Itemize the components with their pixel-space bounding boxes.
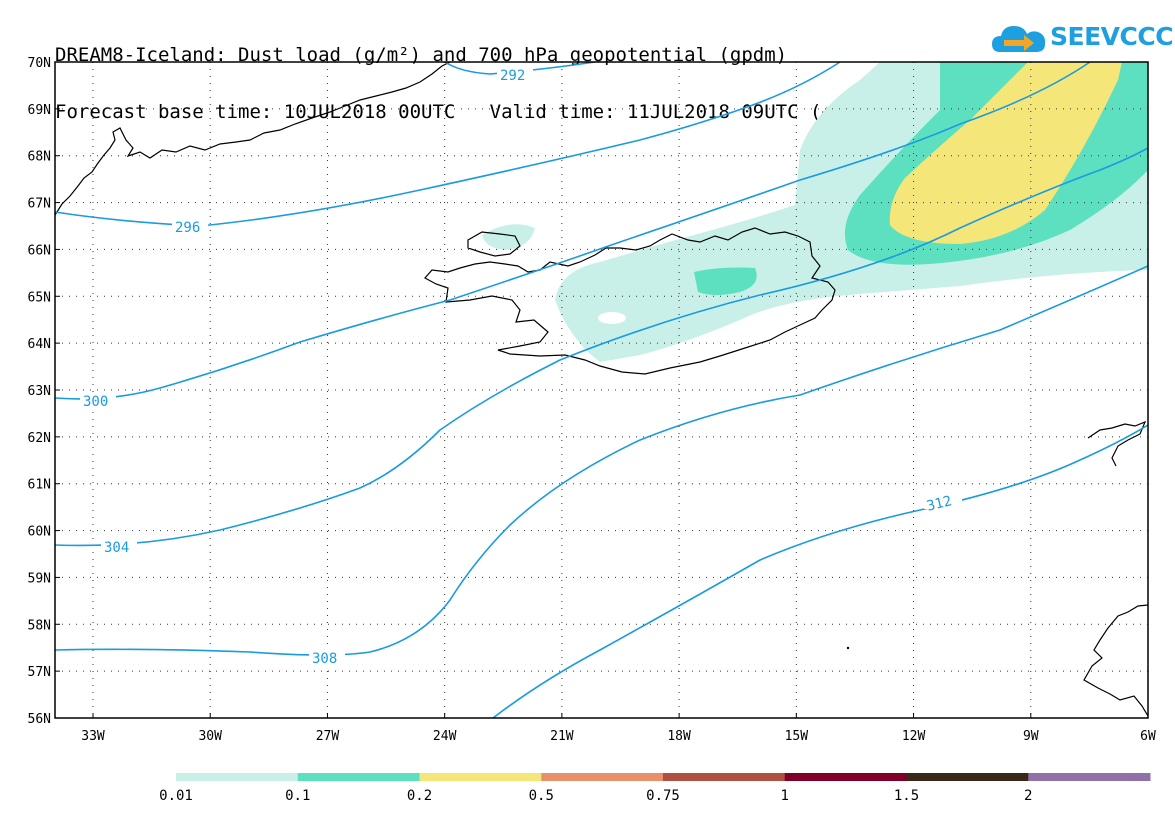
lat-label: 58N — [28, 618, 51, 633]
contour-304 — [54, 147, 1149, 547]
colorbar-label: 0.2 — [407, 788, 432, 804]
dust-shading — [482, 62, 1148, 362]
lon-label: 9W — [1023, 729, 1039, 744]
lon-label: 6W — [1140, 729, 1156, 744]
lat-label: 56N — [28, 712, 51, 727]
dust-level-0.2 — [889, 62, 1122, 244]
colorbar-swatch — [176, 773, 299, 781]
colorbar-label: 1.5 — [894, 788, 919, 804]
colorbar-label: 0.75 — [646, 788, 680, 804]
contour-296 — [54, 61, 841, 227]
contour-label-304: 304 — [104, 540, 129, 556]
iceland-coast — [424, 227, 836, 375]
lat-label: 68N — [28, 150, 51, 165]
colorbar-swatch — [419, 773, 542, 781]
graticule — [55, 62, 1148, 718]
lon-label: 15W — [785, 729, 809, 744]
lat-label: 65N — [28, 290, 51, 305]
lon-label: 27W — [316, 729, 340, 744]
contour-label-292: 292 — [500, 68, 525, 84]
contour-labels: 292 296 300 304 308 312 — [80, 66, 962, 667]
lon-label: 33W — [81, 729, 105, 744]
lat-label: 60N — [28, 525, 51, 540]
lon-label: 18W — [667, 729, 691, 744]
lon-label: 30W — [198, 729, 222, 744]
map-title: DREAM8-Iceland: Dust load (g/m²) and 700… — [55, 44, 788, 66]
colorbar-swatch — [297, 773, 420, 781]
lon-label: 24W — [433, 729, 457, 744]
contour-label-308: 308 — [312, 651, 337, 667]
colorbar-swatch — [541, 773, 664, 781]
lon-label: 21W — [550, 729, 574, 744]
lat-label: 57N — [28, 665, 51, 680]
lat-label: 63N — [28, 384, 51, 399]
logo-text: SEEVCCC — [1050, 22, 1174, 51]
lat-label: 67N — [28, 197, 51, 212]
colorbar-label: 2 — [1024, 788, 1032, 804]
contour-312 — [492, 424, 1149, 719]
longitude-axis: 33W 30W 27W 24W 21W 18W 15W 12W 9W 6W — [81, 713, 1156, 744]
colorbar-label: 0.01 — [159, 788, 193, 804]
contour-label-312: 312 — [925, 493, 953, 515]
faroe-coast — [1087, 420, 1147, 467]
lat-label: 62N — [28, 431, 51, 446]
coastlines — [54, 61, 1149, 717]
lat-label: 61N — [28, 478, 51, 493]
cloud-arrow-icon — [992, 26, 1046, 52]
contour-label-296: 296 — [175, 220, 200, 236]
colorbar-label: 0.5 — [529, 788, 554, 804]
colorbar-swatch — [663, 773, 786, 781]
scotland-coast — [1083, 604, 1149, 717]
map-header: DREAM8-Iceland: Dust load (g/m²) and 700… — [55, 8, 867, 141]
latitude-axis: 70N 69N 68N 67N 66N 65N 64N 63N 62N 61N 60N 59N 58N 5… — [28, 56, 60, 727]
colorbar-label: 0.1 — [285, 788, 310, 804]
lat-label: 70N — [28, 56, 51, 71]
colorbar-swatch — [1028, 773, 1151, 781]
colorbar-swatch — [906, 773, 1029, 781]
seevccc-logo: SEEVCCC — [990, 18, 1174, 58]
lat-label: 66N — [28, 243, 51, 258]
colorbar-swatch — [784, 773, 907, 781]
lat-label: 64N — [28, 337, 51, 352]
greenland-coast — [54, 61, 451, 216]
contour-292 — [444, 61, 596, 75]
contour-300 — [54, 61, 1091, 400]
lat-label: 59N — [28, 571, 51, 586]
contour-308 — [54, 265, 1149, 656]
colorbar-label: 1 — [781, 788, 789, 804]
lat-label: 69N — [28, 103, 51, 118]
colorbar: 0.01 0.1 0.2 0.5 0.75 1 1.5 2 — [159, 773, 1151, 804]
contour-label-300: 300 — [83, 394, 108, 410]
lon-label: 12W — [902, 729, 926, 744]
